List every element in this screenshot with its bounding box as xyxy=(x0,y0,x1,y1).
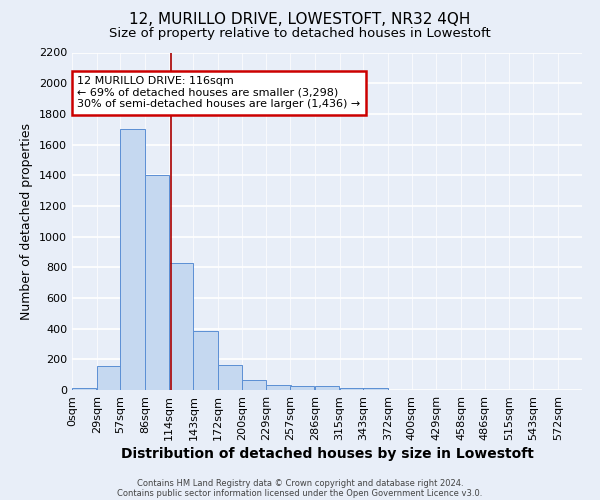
Bar xyxy=(169,262,193,390)
Text: Size of property relative to detached houses in Lowestoft: Size of property relative to detached ho… xyxy=(109,28,491,40)
Text: Contains public sector information licensed under the Open Government Licence v3: Contains public sector information licen… xyxy=(118,488,482,498)
Bar xyxy=(290,386,314,390)
X-axis label: Distribution of detached houses by size in Lowestoft: Distribution of detached houses by size … xyxy=(121,447,533,461)
Bar xyxy=(218,366,242,390)
Bar xyxy=(364,388,388,390)
Bar xyxy=(266,384,290,390)
Text: Contains HM Land Registry data © Crown copyright and database right 2024.: Contains HM Land Registry data © Crown c… xyxy=(137,478,463,488)
Y-axis label: Number of detached properties: Number of detached properties xyxy=(20,122,34,320)
Bar xyxy=(340,388,364,390)
Bar xyxy=(145,175,169,390)
Text: 12 MURILLO DRIVE: 116sqm
← 69% of detached houses are smaller (3,298)
30% of sem: 12 MURILLO DRIVE: 116sqm ← 69% of detach… xyxy=(77,76,361,110)
Bar xyxy=(97,366,121,390)
Bar xyxy=(242,380,266,390)
Bar xyxy=(315,386,339,390)
Text: 12, MURILLO DRIVE, LOWESTOFT, NR32 4QH: 12, MURILLO DRIVE, LOWESTOFT, NR32 4QH xyxy=(130,12,470,28)
Bar xyxy=(72,388,96,390)
Bar xyxy=(121,129,145,390)
Bar xyxy=(193,331,218,390)
